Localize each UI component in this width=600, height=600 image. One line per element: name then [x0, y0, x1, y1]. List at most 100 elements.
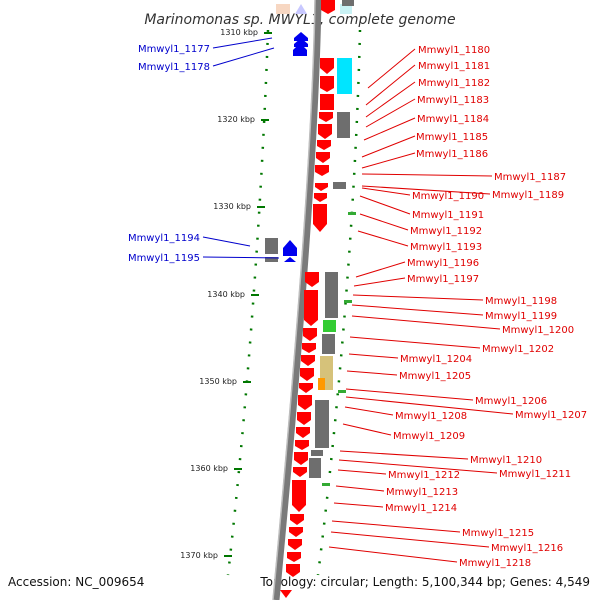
cog-gray-1210 [311, 450, 323, 456]
gene-label-1202: Mmwyl1_1202 [482, 344, 554, 355]
cog-green-1199 [323, 320, 336, 332]
leader-1210 [339, 450, 469, 460]
gene-forward-1200 [301, 355, 315, 366]
gene-forward-1181 [320, 76, 334, 92]
gene-forward-bottom [280, 590, 292, 598]
gene-forward-1209 [294, 452, 308, 465]
leader-1195 [202, 256, 280, 259]
cog-block-1195 [265, 257, 278, 262]
gene-label-1178: Mmwyl1_1178 [138, 62, 210, 73]
gene-label-1194: Mmwyl1_1194 [128, 233, 200, 244]
leader-1215 [331, 520, 461, 533]
gene-label-1184: Mmwyl1_1184 [417, 114, 489, 125]
gene-forward-1210 [293, 467, 307, 477]
leader-1199 [351, 304, 484, 316]
leader-1208 [344, 406, 394, 416]
gene-label-1196: Mmwyl1_1196 [407, 258, 479, 269]
leader-1197 [353, 277, 406, 287]
gene-label-1207: Mmwyl1_1207 [515, 410, 587, 421]
leader-1200 [351, 315, 501, 330]
gene-forward-1190 [314, 193, 327, 202]
gene-label-1210: Mmwyl1_1210 [470, 455, 542, 466]
gene-label-1186: Mmwyl1_1186 [416, 149, 488, 160]
map-title: Marinomonas sp. MWYL1, complete genome [144, 12, 455, 28]
gene-forward-1204 [299, 383, 313, 393]
topology-text: Topology: circular; Length: 5,100,344 bp… [259, 575, 590, 589]
gene-label-1182: Mmwyl1_1182 [418, 78, 490, 89]
gene-forward-1206 [297, 412, 311, 425]
leader-1182 [365, 81, 416, 118]
reverse-genes [283, 32, 308, 262]
cog-blocks [309, 0, 354, 478]
tick-group-1330: 1330 kbp [213, 202, 265, 211]
green-mark [338, 390, 346, 393]
tick-label: 1340 kbp [207, 290, 245, 299]
gene-forward-1216 [287, 552, 301, 562]
tick-label: 1320 kbp [217, 115, 255, 124]
leader-1191 [359, 195, 411, 215]
tick-label: 1370 kbp [180, 551, 218, 560]
faint-feature-1 [276, 4, 290, 14]
gene-forward-1183 [319, 112, 333, 122]
gene-forward-1182 [320, 94, 334, 110]
gene-label-1213: Mmwyl1_1213 [386, 487, 458, 498]
faint-feature-2 [340, 4, 352, 14]
tick-group-1350: 1350 kbp [199, 377, 251, 386]
cog-tan-1205 [320, 356, 333, 378]
leader-1184 [363, 117, 416, 141]
cog-gray-1184 [337, 112, 350, 138]
leader-1178 [212, 47, 275, 67]
leader-1192 [359, 213, 409, 231]
green-mark [348, 212, 356, 215]
backbone-highlight [272, 0, 316, 600]
green-mark [344, 300, 352, 303]
leader-1193 [357, 230, 409, 247]
cog-gray-1202 [322, 334, 335, 354]
gene-forward-1191 [313, 204, 327, 232]
gene-label-1199: Mmwyl1_1199 [485, 311, 557, 322]
leader-1214 [333, 502, 384, 508]
gene-label-1189: Mmwyl1_1189 [492, 190, 564, 201]
cog-gray-1208 [315, 400, 329, 448]
leader-1212 [337, 469, 387, 475]
gene-forward-1197 [304, 290, 318, 326]
gene-label-1208: Mmwyl1_1208 [395, 411, 467, 422]
gene-label-1190: Mmwyl1_1190 [412, 191, 484, 202]
gene-labels-right: Mmwyl1_1180 Mmwyl1_1181 Mmwyl1_1182 Mmwy… [385, 45, 587, 569]
gene-forward-1199 [302, 343, 316, 353]
gene-forward-1205 [298, 395, 312, 410]
gene-label-1211: Mmwyl1_1211 [499, 469, 571, 480]
leader-1177 [212, 37, 273, 49]
gene-reverse-1178 [293, 43, 307, 56]
gene-label-1212: Mmwyl1_1212 [388, 470, 460, 481]
leader-lines-left [202, 37, 280, 259]
gene-label-1204: Mmwyl1_1204 [400, 354, 472, 365]
tick-label: 1310 kbp [220, 28, 258, 37]
leader-1213 [335, 485, 385, 492]
gene-label-1193: Mmwyl1_1193 [410, 242, 482, 253]
gene-reverse-1195 [284, 257, 296, 262]
tick-label: 1350 kbp [199, 377, 237, 386]
gene-label-1215: Mmwyl1_1215 [462, 528, 534, 539]
cog-cyan-1181 [337, 58, 352, 94]
gene-label-1218: Mmwyl1_1218 [459, 558, 531, 569]
leader-lines-right [328, 48, 514, 563]
gene-labels-left: Mmwyl1_1177 Mmwyl1_1178 Mmwyl1_1194 Mmwy… [128, 44, 210, 264]
gene-label-1205: Mmwyl1_1205 [399, 371, 471, 382]
genome-backbone [272, 0, 322, 600]
gene-label-1180: Mmwyl1_1180 [418, 45, 490, 56]
tick-group-1320: 1320 kbp [217, 115, 269, 124]
gene-forward-1180 [320, 58, 334, 74]
tick-group-1360: 1360 kbp [190, 464, 242, 473]
gene-forward-1202 [300, 368, 314, 381]
forward-genes [280, 0, 335, 598]
leader-1209 [342, 423, 392, 436]
leader-1202 [349, 336, 481, 349]
gene-forward-1184 [318, 124, 332, 139]
scale-dots-left [226, 29, 270, 576]
leader-1180 [367, 48, 416, 89]
gene-label-1209: Mmwyl1_1209 [393, 431, 465, 442]
leader-1189 [361, 185, 491, 195]
gene-label-1191: Mmwyl1_1191 [412, 210, 484, 221]
